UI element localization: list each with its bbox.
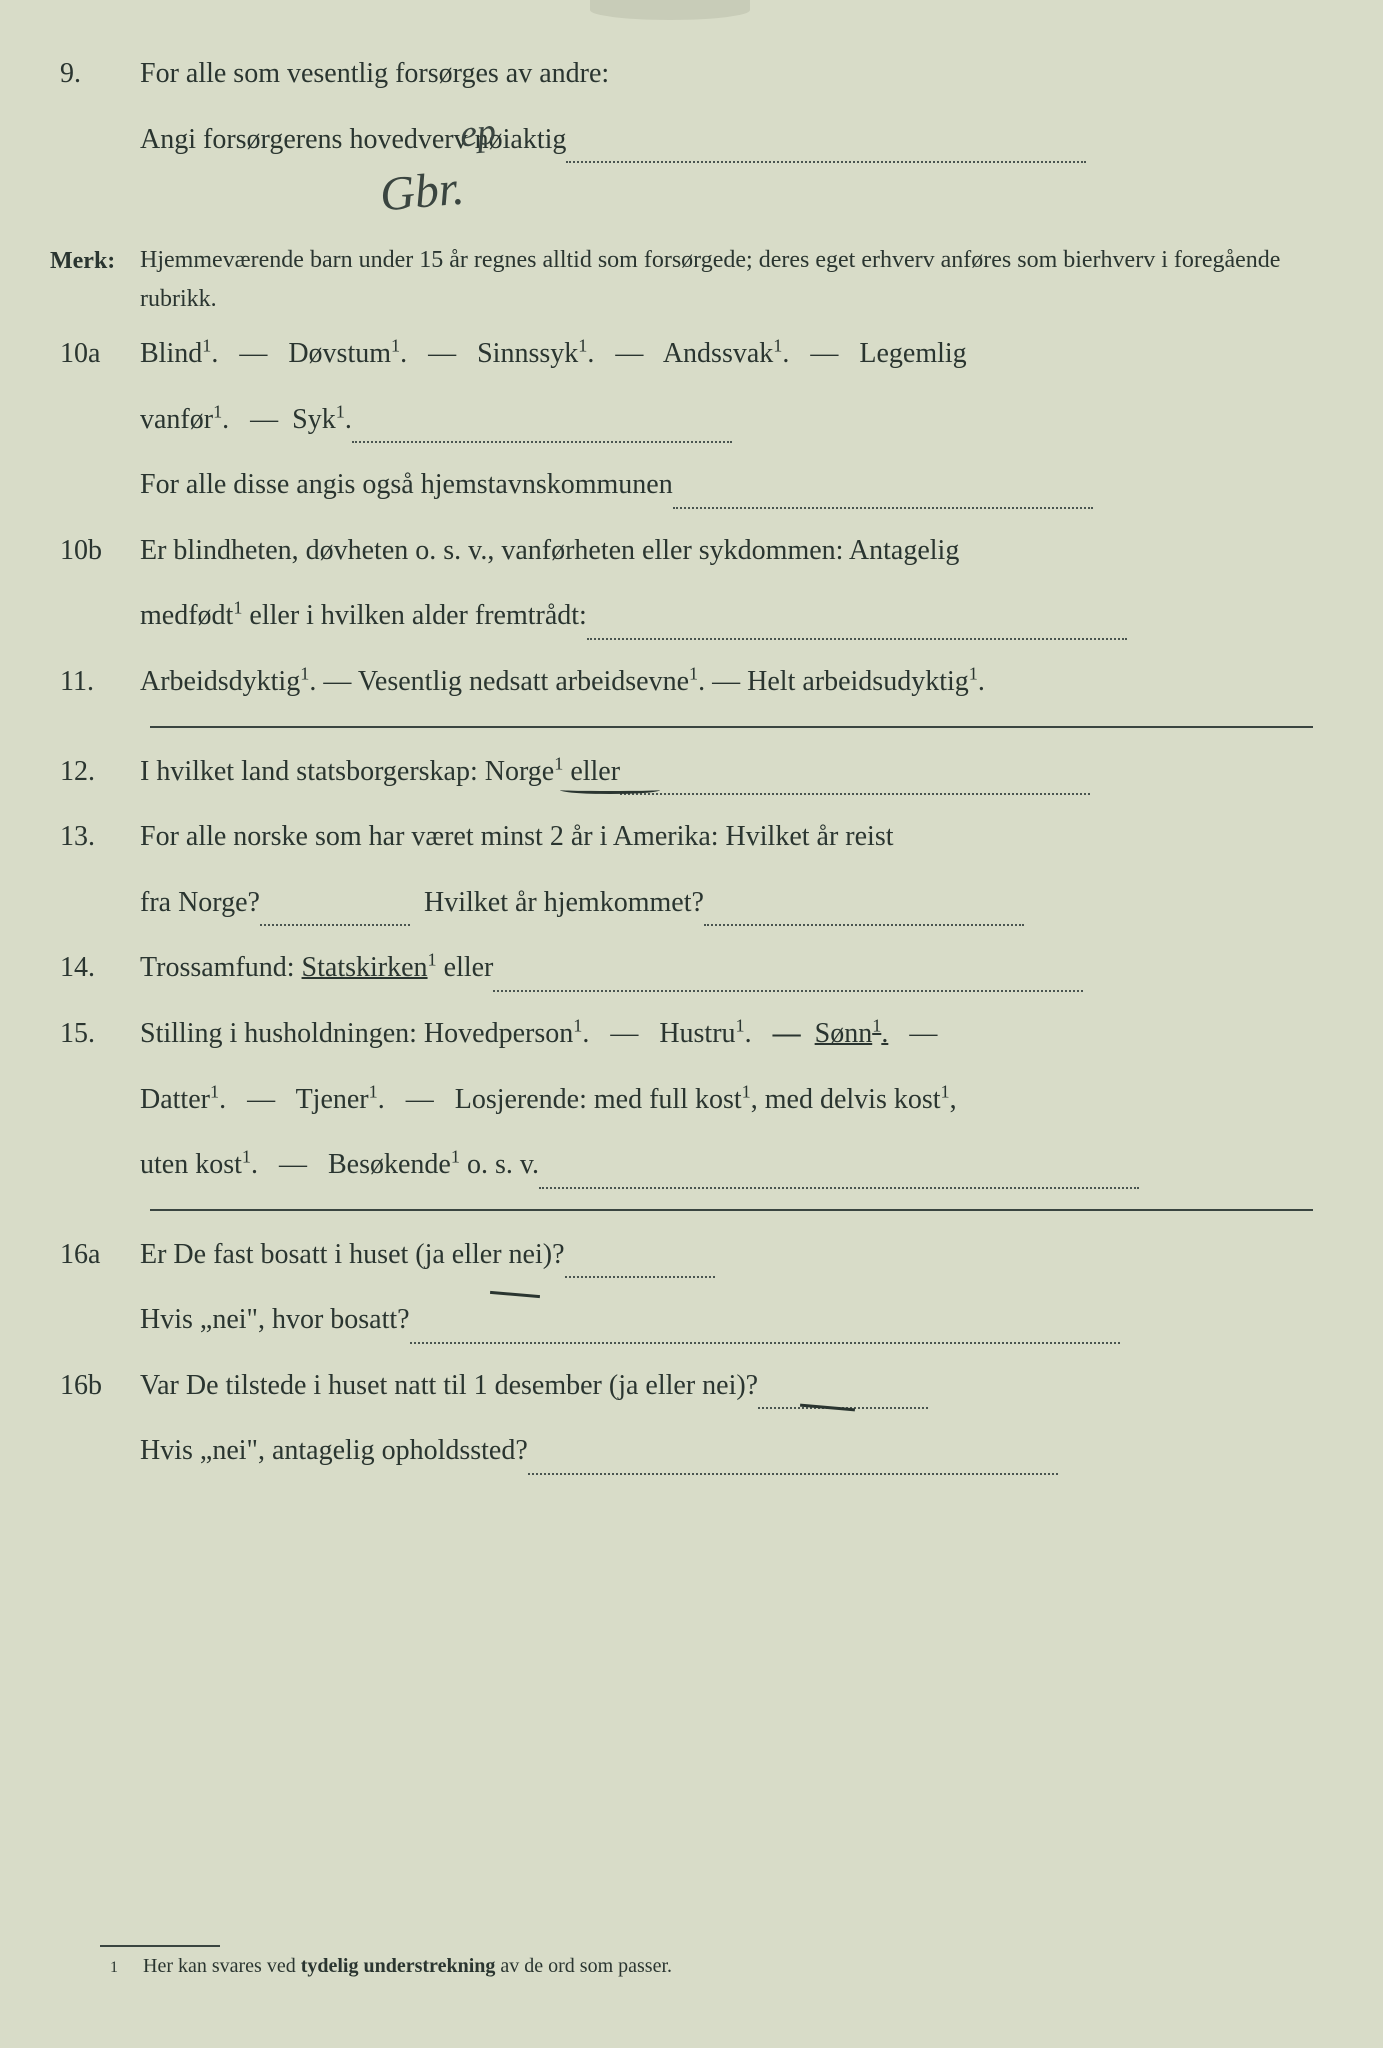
q16a-content: Er De fast bosatt i huset (ja eller nei)… bbox=[140, 1231, 1313, 1344]
footnote-divider bbox=[100, 1945, 220, 1947]
q9-line2: Angi forsørgerens hovedepverv nøiaktig G… bbox=[140, 116, 1313, 164]
merk-label: Merk: bbox=[50, 241, 140, 318]
q12-fill bbox=[620, 762, 1090, 796]
q15-number: 15. bbox=[50, 1010, 140, 1189]
merk-note: Merk: Hjemmeværende barn under 15 år reg… bbox=[50, 241, 1313, 318]
q10b-line1: Er blindheten, døvheten o. s. v., vanfør… bbox=[140, 527, 1313, 575]
q11-content: Arbeidsdyktig1. — Vesentlig nedsatt arbe… bbox=[140, 658, 1313, 706]
q10b-number: 10b bbox=[50, 527, 140, 640]
question-16b: 16b Var De tilstede i huset natt til 1 d… bbox=[50, 1362, 1313, 1475]
question-13: 13. For alle norske som har været minst … bbox=[50, 813, 1313, 926]
merk-text: Hjemmeværende barn under 15 år regnes al… bbox=[140, 241, 1313, 318]
q10a-line3: For alle disse angis også hjemstavnskomm… bbox=[140, 461, 1313, 509]
question-11: 11. Arbeidsdyktig1. — Vesentlig nedsatt … bbox=[50, 658, 1313, 706]
q9-number: 9. bbox=[50, 50, 140, 163]
footnote-text: 1 Her kan svares ved tydelig understrekn… bbox=[110, 1955, 1313, 1978]
q15-fill bbox=[539, 1155, 1139, 1189]
q13-number: 13. bbox=[50, 813, 140, 926]
q10a-fill2 bbox=[673, 475, 1093, 509]
q14-content: Trossamfund: Statskirken1 eller bbox=[140, 944, 1313, 992]
q16a-line2: Hvis „nei", hvor bosatt? bbox=[140, 1296, 1313, 1344]
q13-line1: For alle norske som har været minst 2 år… bbox=[140, 813, 1313, 861]
q16b-fill1 bbox=[758, 1376, 928, 1410]
q16a-number: 16a bbox=[50, 1231, 140, 1344]
q12-content: I hvilket land statsborgerskap: Norge1 e… bbox=[140, 748, 1313, 796]
q14-fill bbox=[493, 958, 1083, 992]
q15-line2: Datter1. — Tjener1. — Losjerende: med fu… bbox=[140, 1076, 1313, 1124]
q13-line2: fra Norge? Hvilket år hjemkommet? bbox=[140, 879, 1313, 927]
q10b-line2: medfødt1 eller i hvilken alder fremtrådt… bbox=[140, 592, 1313, 640]
q16b-number: 16b bbox=[50, 1362, 140, 1475]
q15-content: Stilling i husholdningen: Hovedperson1. … bbox=[140, 1010, 1313, 1189]
question-9: 9. For alle som vesentlig forsørges av a… bbox=[50, 50, 1313, 163]
question-15: 15. Stilling i husholdningen: Hovedperso… bbox=[50, 1010, 1313, 1189]
q13-fill1 bbox=[260, 893, 410, 927]
q10a-content: Blind1. — Døvstum1. — Sinnssyk1. — Andss… bbox=[140, 330, 1313, 509]
q12-hand-underline bbox=[560, 786, 660, 794]
q10a-line2: vanfør1. — Syk1. bbox=[140, 396, 1313, 444]
q14-number: 14. bbox=[50, 944, 140, 992]
divider-2 bbox=[150, 1209, 1313, 1211]
q16a-line1: Er De fast bosatt i huset (ja eller nei)… bbox=[140, 1231, 1313, 1279]
q10b-fill bbox=[587, 606, 1127, 640]
q10a-number: 10a bbox=[50, 330, 140, 509]
q16a-fill1 bbox=[565, 1245, 715, 1279]
q10a-line1: Blind1. — Døvstum1. — Sinnssyk1. — Andss… bbox=[140, 330, 1313, 378]
divider-1 bbox=[150, 726, 1313, 728]
question-10a: 10a Blind1. — Døvstum1. — Sinnssyk1. — A… bbox=[50, 330, 1313, 509]
q9-hand2: Gbr. bbox=[377, 147, 468, 236]
page-tear bbox=[590, 0, 750, 20]
q16a-fill2 bbox=[410, 1310, 1120, 1344]
q13-content: For alle norske som har været minst 2 år… bbox=[140, 813, 1313, 926]
q13-fill2 bbox=[704, 893, 1024, 927]
question-10b: 10b Er blindheten, døvheten o. s. v., va… bbox=[50, 527, 1313, 640]
q9-line2a: Angi forsørgerens hoved bbox=[140, 124, 418, 155]
q9-fill bbox=[566, 130, 1086, 164]
q15-line3: uten kost1. — Besøkende1 o. s. v. bbox=[140, 1141, 1313, 1189]
q12-number: 12. bbox=[50, 748, 140, 796]
q16b-line1: Var De tilstede i huset natt til 1 desem… bbox=[140, 1362, 1313, 1410]
question-12: 12. I hvilket land statsborgerskap: Norg… bbox=[50, 748, 1313, 796]
q10a-fill1 bbox=[352, 410, 732, 444]
q9-content: For alle som vesentlig forsørges av andr… bbox=[140, 50, 1313, 163]
q10b-content: Er blindheten, døvheten o. s. v., vanfør… bbox=[140, 527, 1313, 640]
q9-line1: For alle som vesentlig forsørges av andr… bbox=[140, 50, 1313, 98]
q9-hand1: ep bbox=[457, 99, 498, 166]
q16b-line2: Hvis „nei", antagelig opholdssted? bbox=[140, 1427, 1313, 1475]
q16b-fill2 bbox=[528, 1441, 1058, 1475]
footnote-area: 1 Her kan svares ved tydelig understrekn… bbox=[50, 1945, 1313, 1978]
question-14: 14. Trossamfund: Statskirken1 eller bbox=[50, 944, 1313, 992]
q15-line1: Stilling i husholdningen: Hovedperson1. … bbox=[140, 1010, 1313, 1058]
question-16a: 16a Er De fast bosatt i huset (ja eller … bbox=[50, 1231, 1313, 1344]
q11-number: 11. bbox=[50, 658, 140, 706]
q16b-content: Var De tilstede i huset natt til 1 desem… bbox=[140, 1362, 1313, 1475]
